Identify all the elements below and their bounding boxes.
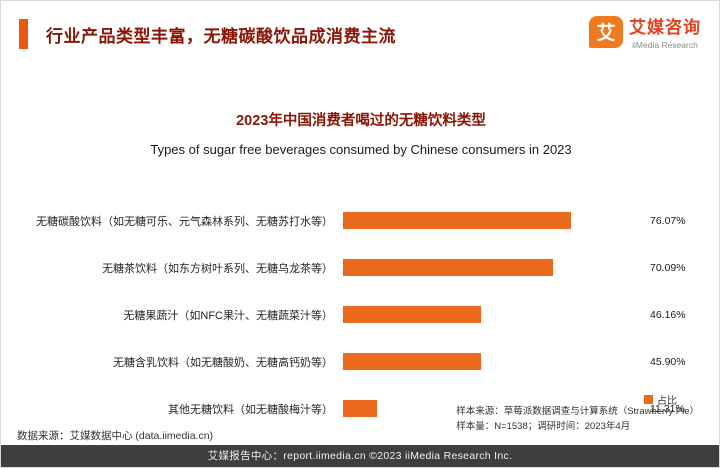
- bar-row: 无糖碳酸饮料（如无糖可乐、元气森林系列、无糖苏打水等） 76.07%: [25, 197, 695, 244]
- bar-row: 其他无糖饮料（如无糖酸梅汁等） 11.31%: [25, 385, 695, 432]
- chart-legend: 占比: [644, 392, 677, 407]
- bar: [343, 353, 481, 370]
- sample-notes: 样本来源：草莓派数据调查与计算系统（Strawberry Pie） 样本量：N=…: [456, 405, 699, 434]
- bar-track: [343, 353, 643, 370]
- chart-title-en: Types of sugar free beverages consumed b…: [150, 142, 572, 157]
- bar-track: [343, 400, 643, 417]
- bar-category-label: 无糖茶饮料（如东方树叶系列、无糖乌龙茶等）: [102, 262, 333, 275]
- bar-row: 无糖含乳饮料（如无糖酸奶、无糖高钙奶等） 45.90%: [25, 338, 695, 385]
- bar-row: 无糖果蔬汁（如NFC果汁、无糖蔬菜汁等） 46.16%: [25, 291, 695, 338]
- iimedia-logo: 艾 艾媒咨询 iiMedia Research: [589, 13, 701, 50]
- bar-track: [343, 212, 643, 229]
- bar-category-label: 无糖含乳饮料（如无糖酸奶、无糖高钙奶等）: [113, 356, 333, 369]
- chart-titles: 2023年中国消费者喝过的无糖饮料类型 Types of sugar free …: [1, 109, 719, 157]
- bar-value-label: 76.07%: [650, 214, 686, 227]
- bar-value-label: 11.31%: [650, 402, 685, 415]
- data-source-note: 数据来源：艾媒数据中心 (data.iimedia.cn): [17, 430, 214, 442]
- header: 行业产品类型丰富，无糖碳酸饮品成消费主流 艾 艾媒咨询 iiMedia Rese…: [19, 15, 701, 61]
- title-accent-bar: [19, 19, 28, 49]
- bar-category-label: 其他无糖饮料（如无糖酸梅汁等）: [168, 403, 333, 416]
- logo-text-cn: 艾媒咨询: [629, 18, 701, 37]
- bar-category-label: 无糖果蔬汁（如NFC果汁、无糖蔬菜汁等）: [123, 309, 333, 322]
- sample-source-note: 样本来源：草莓派数据调查与计算系统（Strawberry Pie）: [456, 406, 699, 417]
- legend-label: 占比: [657, 396, 677, 407]
- logo-text: 艾媒咨询 iiMedia Research: [629, 13, 701, 50]
- bar-value-label: 45.90%: [650, 355, 686, 368]
- bar-track: [343, 259, 643, 276]
- bar-value-label: 46.16%: [650, 308, 686, 321]
- chart-title-cn: 2023年中国消费者喝过的无糖饮料类型: [236, 113, 486, 129]
- bar: [343, 306, 482, 323]
- bar-track: [343, 306, 643, 323]
- logo-text-en: iiMedia Research: [632, 40, 698, 50]
- bar: [343, 212, 572, 229]
- bar: [343, 400, 377, 417]
- bar: [343, 259, 554, 276]
- footer-bar: 艾媒报告中心：report.iimedia.cn ©2023 iiMedia R…: [1, 445, 719, 467]
- bar-value-label: 70.09%: [650, 261, 686, 274]
- sample-detail-note: 样本量：N=1538；调研时间：2023年4月: [456, 420, 631, 432]
- bar-row: 无糖茶饮料（如东方树叶系列、无糖乌龙茶等） 70.09%: [25, 244, 695, 291]
- legend-swatch: [644, 395, 653, 404]
- bar-category-label: 无糖碳酸饮料（如无糖可乐、元气森林系列、无糖苏打水等）: [36, 215, 333, 228]
- page-title: 行业产品类型丰富，无糖碳酸饮品成消费主流: [46, 27, 396, 46]
- iimedia-logo-icon: 艾: [589, 15, 623, 48]
- bar-chart: 无糖碳酸饮料（如无糖可乐、元气森林系列、无糖苏打水等） 76.07% 无糖茶饮料（如…: [25, 197, 695, 432]
